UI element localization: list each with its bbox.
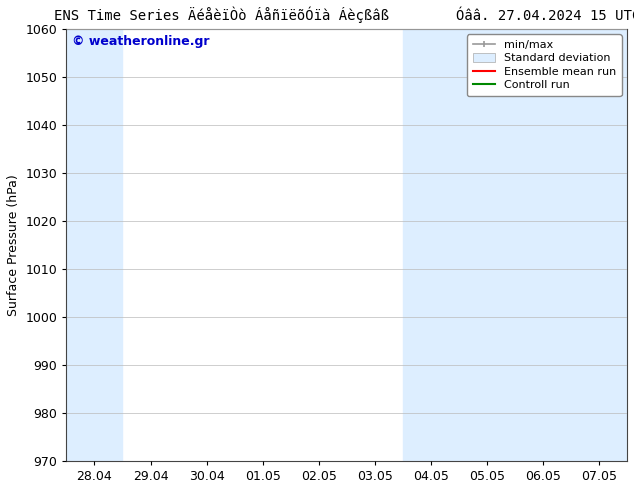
Bar (571, 29, 627, 461)
Bar (403, 29, 459, 461)
Bar (67, 29, 122, 461)
Title: ENS Time Series ÄéåèïÒò ÁåñïëõÓïà Áèçßâß        Óââ. 27.04.2024 15 UTC: ENS Time Series ÄéåèïÒò ÁåñïëõÓïà Áèçßâß… (54, 7, 634, 24)
Text: © weatheronline.gr: © weatheronline.gr (72, 35, 209, 48)
Bar (515, 29, 571, 461)
Bar (459, 29, 515, 461)
Legend: min/max, Standard deviation, Ensemble mean run, Controll run: min/max, Standard deviation, Ensemble me… (467, 34, 621, 96)
Y-axis label: Surface Pressure (hPa): Surface Pressure (hPa) (7, 174, 20, 316)
